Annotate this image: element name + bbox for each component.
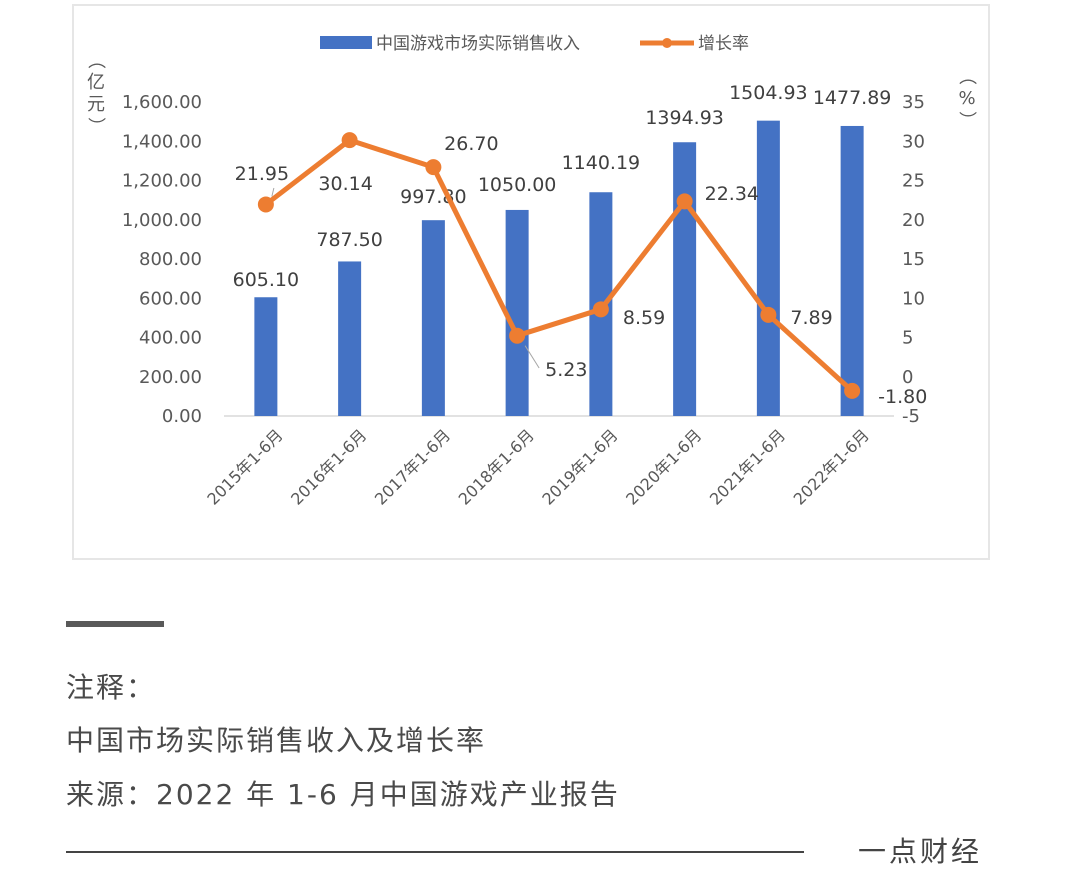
y-right-tick-label: 35 [902,92,925,113]
x-tick-label: 2018年1-6月 [455,425,538,508]
x-tick-label: 2020年1-6月 [622,425,705,508]
y-left-tick-label: 0.00 [162,406,202,427]
notes-line-1: 中国市场实际销售收入及增长率 [66,724,487,757]
y-left-tick-label: 1,600.00 [122,92,202,113]
y-left-axis-title: 元 [87,94,105,115]
y-right-tick-label: 25 [902,171,925,192]
y-left-tick-label: 1,000.00 [122,210,202,231]
x-tick-label: 2021年1-6月 [706,425,789,508]
leader-line [271,187,275,197]
line-data-label: -1.80 [878,386,927,408]
line-point [760,306,777,323]
y-left-tick-label: 200.00 [139,367,202,388]
line-data-label: 21.95 [235,163,289,185]
notes-heading: 注释： [66,671,157,704]
line-data-label: 5.23 [545,359,587,381]
leader-line [524,345,540,369]
brand-name: 一点财经 [858,835,983,868]
bar-data-label: 1394.93 [645,107,724,129]
y-left-tick-label: 400.00 [139,328,202,349]
line-point [592,301,609,318]
x-tick-label: 2015年1-6月 [203,425,286,508]
line-data-label: 8.59 [623,307,665,329]
bar-data-label: 1477.89 [813,87,892,109]
footer-divider [66,851,804,853]
bar-data-label: 1050.00 [478,174,557,196]
y-right-axis-title: % [958,88,975,109]
y-right-axis-title: （ [956,67,977,85]
growth-rate-line [263,137,855,394]
bar [338,261,362,416]
y-left-axis-title: （ [85,51,106,69]
bar-data-label: 787.50 [316,229,382,251]
y-right-tick-label: 30 [902,131,925,152]
chart-frame: 0.00 200.00 400.00 600.00 800.00 1,000.00 1,20… [72,4,990,560]
y-right-tick-label: 10 [902,288,925,309]
legend-label-line: 增长率 [698,34,749,54]
y-right-tick-label: 20 [902,210,925,231]
line-point [844,382,861,399]
line-point [425,159,442,176]
y-right-tick-label: -5 [902,406,920,427]
y-right-tick-label: 15 [902,249,925,270]
y-left-tick-label: 800.00 [139,249,202,270]
line-data-label: 26.70 [444,133,498,155]
x-tick-label: 2017年1-6月 [371,425,454,508]
bar [254,297,278,416]
y-left-tick-label: 600.00 [139,288,202,309]
bar-data-label: 997.80 [400,186,466,208]
line-point [257,196,274,213]
y-left-axis-title: 亿 [87,72,105,93]
line-data-label: 7.89 [790,307,832,329]
bar [421,220,445,416]
line-data-label: 22.34 [705,183,759,205]
y-right-tick-label: 0 [902,367,913,388]
bar [756,120,780,417]
chart: 0.00 200.00 400.00 600.00 800.00 1,000.00 1,20… [85,34,977,509]
bar-data-label: 605.10 [233,269,299,291]
line-point [509,327,526,344]
bar [505,209,529,416]
x-tick-label: 2019年1-6月 [538,425,621,508]
bar [840,125,864,417]
bar-data-label: 1504.93 [729,82,808,104]
line-point [676,193,693,210]
section-divider [66,621,164,627]
x-tick-label: 2016年1-6月 [287,425,370,508]
y-left-axis-title: ） [85,117,106,135]
legend-swatch-bar [320,36,372,49]
y-right-axis-title: ） [956,111,977,129]
line-data-label: 30.14 [318,173,372,195]
bar [673,142,697,416]
notes-source: 来源：2022 年 1-6 月中国游戏产业报告 [66,778,620,811]
y-right-tick-label: 5 [902,328,913,349]
x-tick-label: 2022年1-6月 [790,425,873,508]
y-left-tick-label: 1,400.00 [122,131,202,152]
legend-marker-line [662,38,672,48]
y-left-tick-label: 1,200.00 [122,171,202,192]
legend-label-bar: 中国游戏市场实际销售收入 [376,34,580,54]
line-point [341,132,358,149]
bar-data-label: 1140.19 [562,152,641,174]
